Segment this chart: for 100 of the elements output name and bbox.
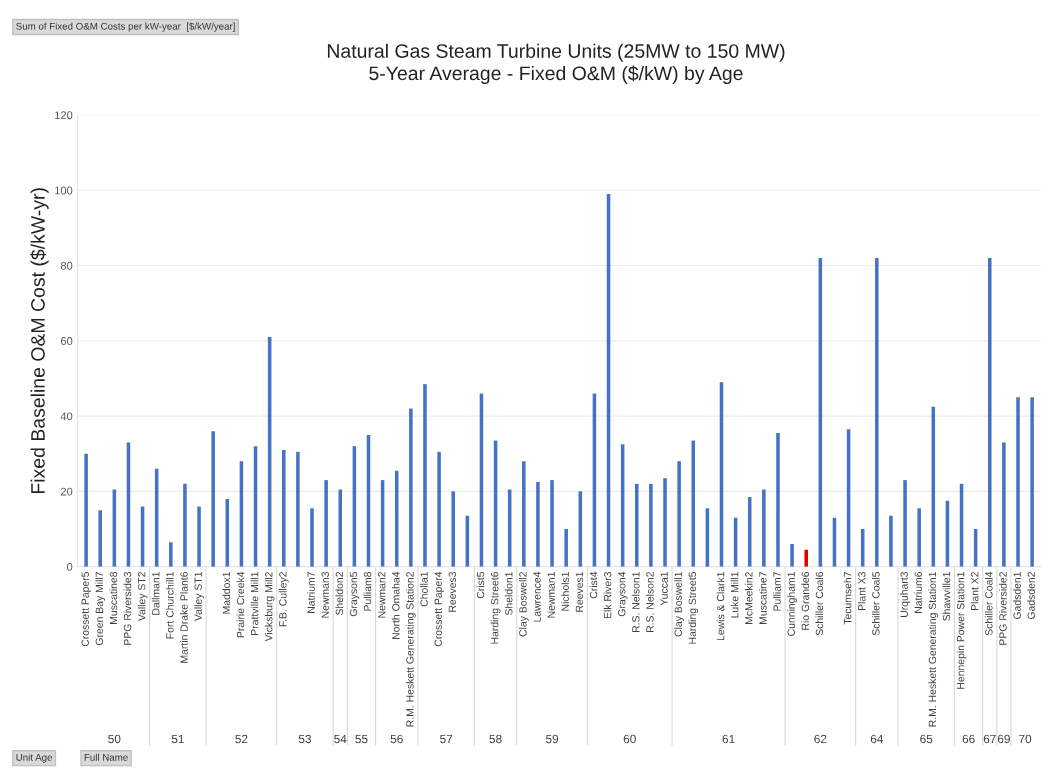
x-tick-label: Prairie Creek4 xyxy=(236,571,245,638)
x-tick-label: Harding Street5 xyxy=(688,571,699,644)
x-tick-label: Prattville Mill1 xyxy=(250,572,259,635)
text: 65 xyxy=(920,734,933,744)
text: 58 xyxy=(489,734,502,744)
text: 70 xyxy=(1019,734,1032,744)
bar xyxy=(183,483,187,567)
bar xyxy=(522,461,526,567)
x-tick-label: Shawville1 xyxy=(942,572,951,621)
chart-title: Natural Gas Steam Turbine Units (25MW to 150 MW) xyxy=(327,43,785,62)
text: 62 xyxy=(814,734,827,744)
text: Unit Age xyxy=(16,753,53,763)
bar xyxy=(197,506,201,567)
bar xyxy=(677,461,681,567)
x-tick-label: Elk River3 xyxy=(603,571,612,619)
x-tick-label: Grayson4 xyxy=(618,571,628,617)
x-tick-label: R.S. Nelson2 xyxy=(646,572,654,633)
x-tick-label: Crist4 xyxy=(589,571,598,599)
x-tick-label: F.B. Culley2 xyxy=(278,572,289,627)
x-tick-label: Grayson5 xyxy=(349,571,360,617)
y-tick-label: 0 xyxy=(67,562,73,571)
x-tick-label: Valley ST2 xyxy=(137,572,148,622)
x-tick-label: R.S. Nelson1 xyxy=(631,572,640,633)
x-tick-label: Muscatine8 xyxy=(109,571,118,624)
bar xyxy=(282,449,286,567)
x-tick-label: Valley ST1 xyxy=(194,572,204,622)
x-tick-label: Harding Street6 xyxy=(490,571,501,644)
x-tick-label: Hennepin Power Station1 xyxy=(956,572,967,689)
bar xyxy=(536,481,540,567)
x-tick-label: Martin Drake Plant6 xyxy=(180,571,188,663)
x-tick-label: Schiller Coal5 xyxy=(871,571,880,636)
bar xyxy=(169,542,173,567)
bar xyxy=(324,480,328,567)
x-tick-label: R.M. Heskett Generating Station1 xyxy=(928,572,939,727)
y-axis-title: Fixed Baseline O&M Cost ($/kW-yr) xyxy=(30,188,49,494)
x-tick-label: Nichols1 xyxy=(561,572,569,611)
x-tick-label: Gadsden2 xyxy=(1027,572,1035,620)
x-tick-label: Gadsden1 xyxy=(1013,572,1021,620)
x-tick-label: Tecumseh7 xyxy=(843,572,852,625)
text: 50 xyxy=(108,734,121,744)
x-tick-label: Natrium7 xyxy=(307,572,315,613)
bar xyxy=(550,480,554,567)
x-tick-label: Newman1 xyxy=(547,572,555,618)
bar xyxy=(663,478,667,567)
x-tick-label: Pulliam8 xyxy=(363,571,372,611)
bar xyxy=(409,408,413,567)
x-tick-label: Urquhart3 xyxy=(900,571,910,618)
bar xyxy=(394,470,399,567)
x-tick-label: Lawrence4 xyxy=(533,571,541,622)
y-tick-label: 20 xyxy=(60,487,73,496)
y-tick-label: 40 xyxy=(60,412,73,421)
x-tick-label: Schiller Coal6 xyxy=(815,571,824,636)
y-tick-label: 120 xyxy=(55,111,73,120)
x-tick-label: Plant X2 xyxy=(970,572,979,611)
text: 57 xyxy=(440,734,453,744)
text: 64 xyxy=(870,734,884,744)
x-tick-label: PPG Riverside3 xyxy=(123,571,132,645)
bar xyxy=(762,489,766,567)
x-tick-label: Cholla1 xyxy=(420,572,428,607)
x-tick-label: Dallman1 xyxy=(151,572,160,615)
x-tick-label: Reeves3 xyxy=(448,571,457,612)
x-tick-label: Vicksburg Mill2 xyxy=(264,572,275,642)
x-tick-label: Rio Grande6 xyxy=(801,571,810,630)
x-tick-label: Lewis & Clark1 xyxy=(716,572,725,641)
x-tick-label: Plant X3 xyxy=(857,571,866,611)
x-tick-label: Natrium6 xyxy=(914,571,922,613)
text: 53 xyxy=(298,734,311,744)
bar xyxy=(790,544,794,567)
x-tick-label: Cunningham1 xyxy=(787,572,797,636)
bar xyxy=(437,451,441,567)
x-tick-label: PPG Riverside2 xyxy=(999,572,1007,645)
x-tick-label: Maddox1 xyxy=(222,572,231,614)
bar xyxy=(84,453,88,567)
bar xyxy=(889,515,893,567)
y-tick-label: 60 xyxy=(60,337,73,345)
bar xyxy=(649,483,653,567)
bar xyxy=(776,433,780,567)
bar xyxy=(338,489,343,567)
x-tick-label: Schiller Coal4 xyxy=(984,571,993,636)
x-tick-label: Crist5 xyxy=(476,571,485,599)
text: 51 xyxy=(171,734,184,744)
bar xyxy=(1030,397,1034,567)
bar xyxy=(747,497,752,567)
text: 61 xyxy=(722,734,735,744)
x-tick-label: Muscatine7 xyxy=(759,572,767,624)
text: Sum of Fixed O&M Costs per kW-year [$/kW/year] xyxy=(16,22,235,32)
text: 60 xyxy=(623,734,636,744)
bar xyxy=(98,510,102,567)
y-tick-label: 100 xyxy=(55,186,73,195)
text: 67 xyxy=(983,734,996,744)
x-tick-label: Crossett Paper5 xyxy=(81,571,91,647)
text: Full Name xyxy=(84,753,128,761)
bar xyxy=(310,508,314,567)
bar xyxy=(423,384,427,567)
x-tick-label: Sheldon1 xyxy=(504,572,513,616)
text: 54 xyxy=(334,734,347,744)
text: 66 xyxy=(962,734,975,744)
bar xyxy=(903,480,907,567)
text: 59 xyxy=(545,734,559,744)
text: 56 xyxy=(390,734,403,744)
